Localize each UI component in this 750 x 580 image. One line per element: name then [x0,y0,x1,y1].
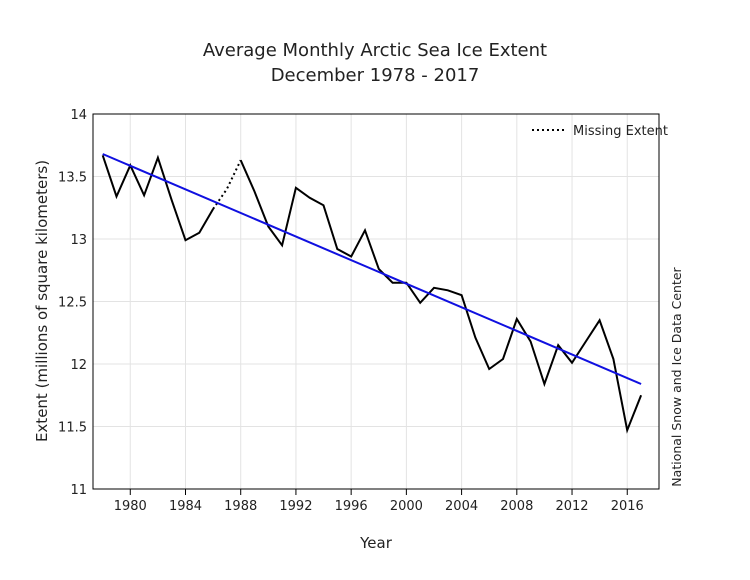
series-group [101,153,643,434]
y-axis-label: Extent (millions of square kilometers) [33,160,51,442]
x-tick-label: 2004 [445,499,478,514]
extent-line-segment-2 [239,159,643,434]
x-tick-label: 1988 [224,499,257,514]
x-tick-label: 1980 [114,499,147,514]
chart-title: Average Monthly Arctic Sea Ice Extent [203,40,547,61]
y-tick-label: 12 [70,358,87,373]
legend: Missing Extent [532,124,668,139]
y-tick-label: 13.5 [58,171,87,186]
grid [93,113,659,490]
x-tick-label: 2012 [555,499,588,514]
x-tick-label: 1996 [335,499,368,514]
trend-line [102,153,642,385]
y-tick-label: 12.5 [58,296,87,311]
y-tick-label: 11.5 [58,421,87,436]
x-tick-label: 1992 [279,499,312,514]
x-axis-ticks: 1980 1984 1988 1992 1996 2000 2004 2008 2012 2016 [114,489,644,514]
plot-area [92,113,660,490]
chart-subtitle: December 1978 - 2017 [271,65,480,86]
x-tick-label: 2000 [390,499,423,514]
x-axis-label: Year [359,534,393,552]
x-tick-label: 2008 [500,499,533,514]
y-tick-label: 13 [70,233,87,248]
x-tick-label: 1984 [169,499,202,514]
missing-extent-line [212,159,242,210]
legend-label-missing-extent: Missing Extent [573,124,668,139]
extent-line-segment-0 [101,154,214,242]
y-tick-label: 14 [70,108,87,123]
x-tick-label: 2016 [611,499,644,514]
y-tick-label: 11 [70,483,87,498]
y-axis-ticks: 11 11.5 12 12.5 13 13.5 14 [58,108,87,498]
credit-label: National Snow and Ice Data Center [669,266,684,486]
